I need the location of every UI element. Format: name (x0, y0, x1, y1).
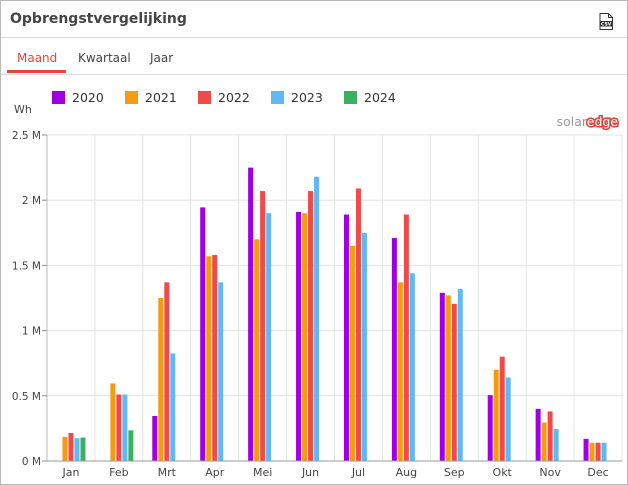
legend-swatch-2021[interactable] (125, 91, 138, 104)
tab-jaar[interactable]: Jaar (150, 51, 174, 65)
bar-jul-2020[interactable] (343, 214, 349, 461)
bar-jan-2024[interactable] (80, 437, 86, 461)
widget-header: Opbrengstvergelijking CSV (1, 1, 627, 38)
bar-okt-2023[interactable] (505, 377, 511, 461)
bar-mei-2020[interactable] (248, 167, 254, 461)
bar-feb-2021[interactable] (110, 383, 116, 461)
bar-sep-2023[interactable] (457, 288, 463, 461)
x-tick-label: Sep (444, 466, 465, 479)
bar-feb-2023[interactable] (122, 394, 128, 461)
bar-mrt-2022[interactable] (164, 282, 170, 461)
bar-dec-2023[interactable] (601, 442, 607, 461)
bar-apr-2021[interactable] (206, 256, 212, 461)
bar-jan-2022[interactable] (68, 432, 74, 461)
bar-jul-2021[interactable] (349, 245, 355, 461)
legend-label-2022[interactable]: 2022 (218, 90, 250, 105)
bar-mei-2023[interactable] (266, 213, 272, 461)
bar-nov-2021[interactable] (541, 422, 547, 461)
widget-title: Opbrengstvergelijking (10, 11, 187, 27)
period-tabs: Maand Kwartaal Jaar (1, 38, 627, 75)
bar-jul-2022[interactable] (355, 188, 361, 461)
bar-jan-2021[interactable] (62, 436, 68, 461)
x-tick-label: Nov (539, 466, 561, 479)
bar-sep-2021[interactable] (445, 295, 451, 461)
legend-label-2023[interactable]: 2023 (291, 90, 323, 105)
x-tick-label: Feb (109, 466, 128, 479)
legend-swatch-2024[interactable] (344, 91, 357, 104)
bar-jun-2021[interactable] (302, 213, 308, 461)
bar-mrt-2021[interactable] (158, 298, 164, 461)
solaredge-logo-solar: solar (557, 114, 588, 129)
bar-aug-2020[interactable] (391, 238, 397, 461)
bar-dec-2020[interactable] (583, 438, 589, 461)
bar-apr-2020[interactable] (200, 207, 206, 461)
bar-sep-2020[interactable] (439, 292, 445, 461)
bar-aug-2022[interactable] (403, 214, 409, 461)
y-tick-label: 2 M (22, 195, 41, 207)
legend-swatch-2023[interactable] (271, 91, 284, 104)
bar-okt-2021[interactable] (493, 369, 499, 461)
bar-nov-2020[interactable] (535, 408, 541, 461)
y-axis-label: Wh (14, 103, 32, 116)
bar-jun-2020[interactable] (296, 211, 302, 461)
bar-okt-2020[interactable] (487, 395, 493, 461)
bar-jun-2022[interactable] (308, 191, 314, 461)
chart-legend: 2020 2021 2022 2023 2024 (52, 90, 396, 105)
y-tick-label: 1.5 M (12, 260, 41, 272)
bar-jun-2023[interactable] (314, 176, 320, 461)
tab-kwartaal[interactable]: Kwartaal (78, 51, 131, 65)
bar-sep-2022[interactable] (451, 303, 457, 461)
legend-swatch-2020[interactable] (52, 91, 65, 104)
csv-icon-label: CSV (601, 22, 612, 28)
bar-dec-2022[interactable] (595, 442, 601, 461)
bar-nov-2023[interactable] (553, 429, 559, 461)
bar-mei-2021[interactable] (254, 239, 260, 461)
bar-aug-2023[interactable] (409, 273, 415, 461)
legend-swatch-2022[interactable] (198, 91, 211, 104)
active-tab-indicator (7, 70, 66, 73)
bar-aug-2021[interactable] (397, 282, 403, 461)
bar-mrt-2020[interactable] (152, 416, 158, 461)
y-tick-label: 1 M (22, 326, 41, 338)
bar-nov-2022[interactable] (547, 411, 553, 461)
yield-comparison-chart: 2020 2021 2022 2023 2024 Wh solaredge 0 M 0.5… (12, 90, 623, 479)
x-tick-label: Jul (351, 466, 365, 479)
bar-apr-2023[interactable] (218, 282, 224, 461)
solaredge-logo: solaredge (557, 114, 619, 129)
x-axis: Jan Feb Mrt Apr Mei Jun Jul Aug Sep Okt Nov Dec (47, 460, 622, 479)
x-tick-label: Mei (253, 466, 272, 479)
tab-maand[interactable]: Maand (17, 51, 58, 65)
chart-bars (62, 167, 607, 461)
x-tick-label: Apr (205, 466, 225, 479)
legend-label-2024[interactable]: 2024 (364, 90, 396, 105)
bar-jan-2023[interactable] (74, 438, 80, 461)
x-tick-label: Mrt (158, 466, 177, 479)
bar-feb-2022[interactable] (116, 394, 122, 461)
bar-mrt-2023[interactable] (170, 353, 176, 461)
solaredge-logo-edge: edge (587, 114, 619, 129)
bar-apr-2022[interactable] (212, 254, 218, 461)
y-tick-label: 0.5 M (12, 391, 41, 403)
bar-mei-2022[interactable] (260, 191, 266, 461)
bar-jul-2023[interactable] (361, 232, 367, 461)
bar-feb-2024[interactable] (128, 430, 134, 461)
x-tick-label: Dec (587, 466, 608, 479)
legend-label-2020[interactable]: 2020 (72, 90, 104, 105)
x-tick-label: Jan (61, 466, 79, 479)
x-tick-label: Okt (493, 466, 513, 479)
chart-grid (46, 134, 623, 462)
csv-download-icon[interactable]: CSV (599, 13, 613, 30)
y-tick-label: 0 M (22, 456, 41, 468)
legend-label-2021[interactable]: 2021 (145, 90, 177, 105)
x-tick-label: Jun (301, 466, 319, 479)
y-axis: 0 M 0.5 M 1 M 1.5 M 2 M 2.5 M (12, 130, 48, 468)
x-tick-label: Aug (396, 466, 417, 479)
bar-okt-2022[interactable] (499, 356, 505, 461)
bar-dec-2021[interactable] (589, 442, 595, 461)
y-tick-label: 2.5 M (12, 130, 41, 142)
